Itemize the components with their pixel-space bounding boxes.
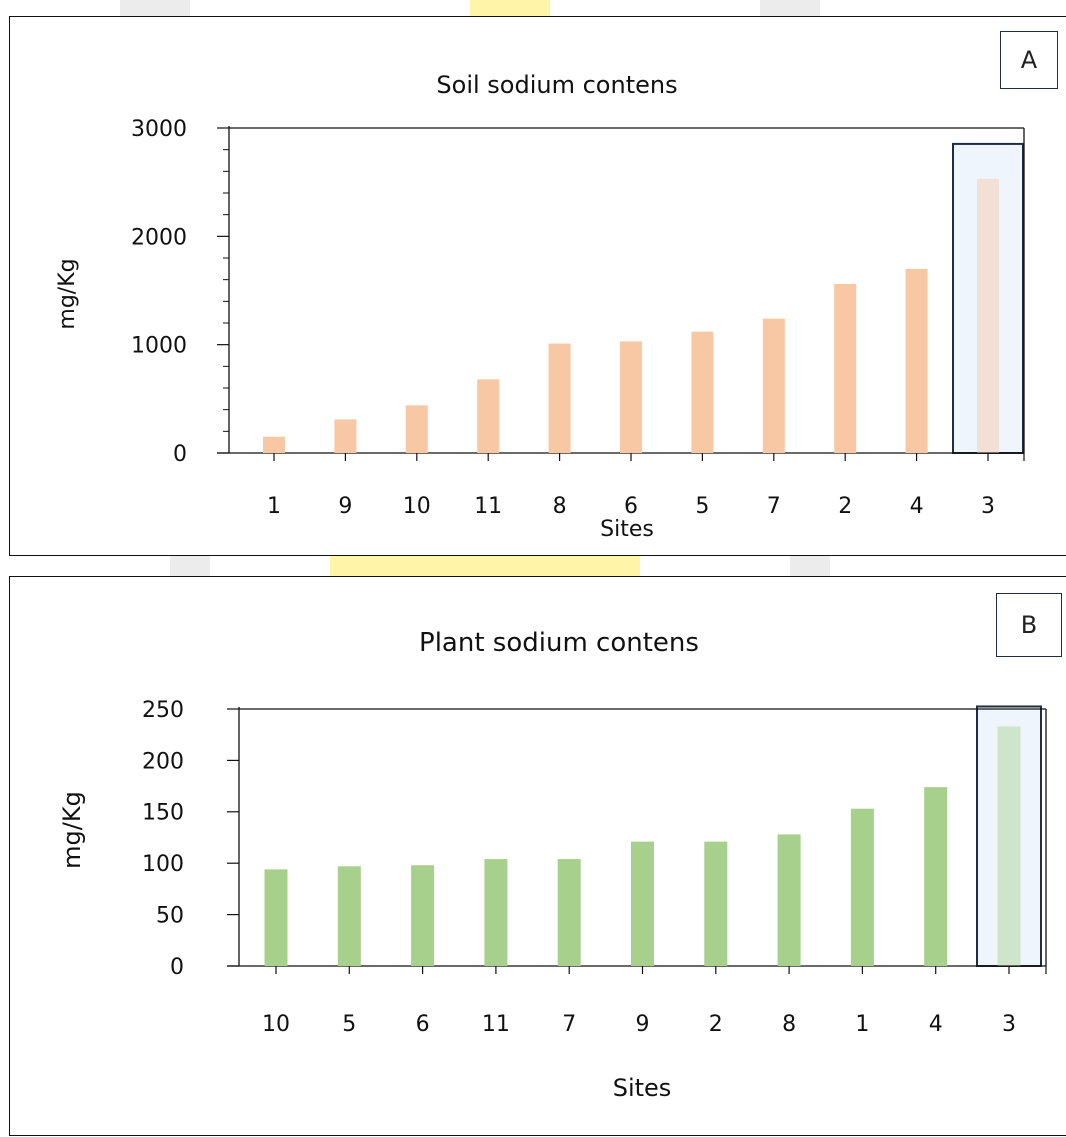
plant-y-tick-label: 250 (142, 698, 184, 723)
plant-bar-site-5 (337, 866, 361, 966)
soil-x-tick-label: 1 (267, 494, 281, 519)
plant-x-tick-label: 9 (636, 1012, 650, 1037)
plant-bar-site-7 (557, 859, 581, 966)
plant-chart-title: Plant sodium contens (419, 628, 699, 658)
soil-highlight-box (952, 142, 1024, 455)
plant-highlight-box (976, 705, 1042, 967)
soil-bar-site-10 (405, 405, 428, 453)
soil-bar-site-7 (762, 318, 785, 453)
soil-bar-site-6 (620, 341, 642, 453)
soil-x-tick-label: 4 (910, 494, 924, 519)
plant-bar-site-9 (631, 841, 654, 966)
plant-x-tick-label: 11 (482, 1012, 510, 1037)
soil-x-tick-label: 2 (838, 494, 852, 519)
soil-y-tick-label: 2000 (131, 225, 187, 250)
soil-sodium-chart: Soil sodium contens 0 1000 2000 3000 1 9 10 11 8 6… (55, 71, 1025, 542)
panel-label-b: B (996, 593, 1062, 657)
plant-bar-site-3 (997, 726, 1021, 966)
plant-bar-site-10 (264, 869, 288, 966)
plant-bar-site-6 (411, 865, 435, 966)
soil-x-tick-label: 10 (403, 494, 431, 519)
plant-bar-site-11 (484, 859, 508, 966)
soil-x-tick-label: 6 (624, 494, 638, 519)
plant-x-tick-label: 8 (782, 1012, 796, 1037)
soil-x-tick-label: 3 (981, 494, 995, 519)
plant-x-tick-label: 4 (929, 1012, 943, 1037)
plant-sodium-chart: Plant sodium contens 0 50 100 150 200 250 10 5 6 1… (58, 628, 1047, 1102)
plant-y-tick-label: 50 (156, 904, 184, 929)
plant-sodium-panel: Plant sodium contens 0 50 100 150 200 250 10 5 6 1… (9, 576, 1066, 1136)
plant-x-tick-label: 10 (262, 1012, 290, 1037)
plant-x-tick-label: 3 (1002, 1012, 1016, 1037)
soil-bar-site-1 (263, 436, 285, 453)
plant-x-tick-label: 1 (855, 1012, 869, 1037)
plant-y-tick-label: 100 (142, 852, 184, 877)
plant-x-tick-label: 6 (416, 1012, 430, 1037)
plant-bar-site-4 (924, 787, 948, 966)
soil-bar-site-11 (477, 379, 500, 453)
soil-x-tick-label: 7 (767, 494, 781, 519)
soil-bar-site-3 (977, 178, 999, 453)
soil-bar-site-2 (834, 284, 857, 453)
plant-x-tick-label: 7 (562, 1012, 576, 1037)
soil-x-axis-title: Sites (600, 517, 654, 542)
soil-x-tick-label: 9 (338, 494, 352, 519)
panel-label-a: A (1000, 31, 1058, 89)
soil-y-tick-label: 3000 (131, 117, 187, 142)
plant-bar-site-2 (704, 841, 728, 966)
soil-x-tick-label: 5 (695, 494, 709, 519)
soil-bar-site-4 (905, 268, 928, 453)
plant-x-tick-label: 2 (709, 1012, 723, 1037)
soil-sodium-panel: Soil sodium contens 0 1000 2000 3000 1 9 10 11 8 6… (9, 16, 1066, 556)
plant-x-tick-label: 5 (342, 1012, 356, 1037)
plant-bar-site-1 (850, 808, 874, 966)
soil-x-tick-label: 11 (474, 494, 502, 519)
soil-bar-site-8 (548, 343, 571, 453)
soil-bar-site-9 (334, 419, 357, 453)
soil-x-tick-label: 8 (553, 494, 567, 519)
soil-y-tick-label: 0 (173, 442, 187, 467)
plant-y-tick-label: 200 (142, 749, 184, 774)
soil-y-axis-title: mg/Kg (55, 258, 80, 329)
plant-y-tick-label: 150 (142, 801, 184, 826)
soil-y-tick-label: 1000 (131, 334, 187, 359)
plant-y-tick-label: 0 (170, 955, 184, 980)
soil-bar-site-5 (691, 331, 714, 453)
plant-bar-site-8 (777, 834, 801, 966)
plant-y-axis-title: mg/Kg (58, 791, 86, 869)
soil-chart-title: Soil sodium contens (436, 71, 677, 99)
plant-x-axis-title: Sites (613, 1074, 672, 1102)
